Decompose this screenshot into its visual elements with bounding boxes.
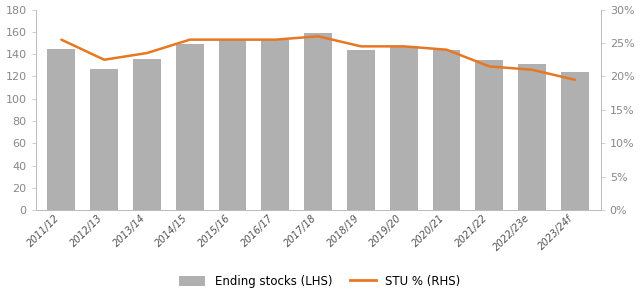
Legend: Ending stocks (LHS), STU % (RHS): Ending stocks (LHS), STU % (RHS) [173, 269, 467, 294]
Bar [90, 69, 118, 210]
Bar [476, 60, 503, 210]
Bar [561, 72, 589, 210]
Bar [304, 33, 332, 210]
Bar [347, 50, 375, 210]
Bar [518, 64, 546, 210]
Bar [433, 50, 461, 210]
Bar [390, 46, 418, 210]
Bar [176, 44, 204, 210]
Bar [133, 59, 161, 210]
Bar [47, 49, 76, 210]
Bar [219, 40, 246, 210]
Bar [262, 40, 289, 210]
